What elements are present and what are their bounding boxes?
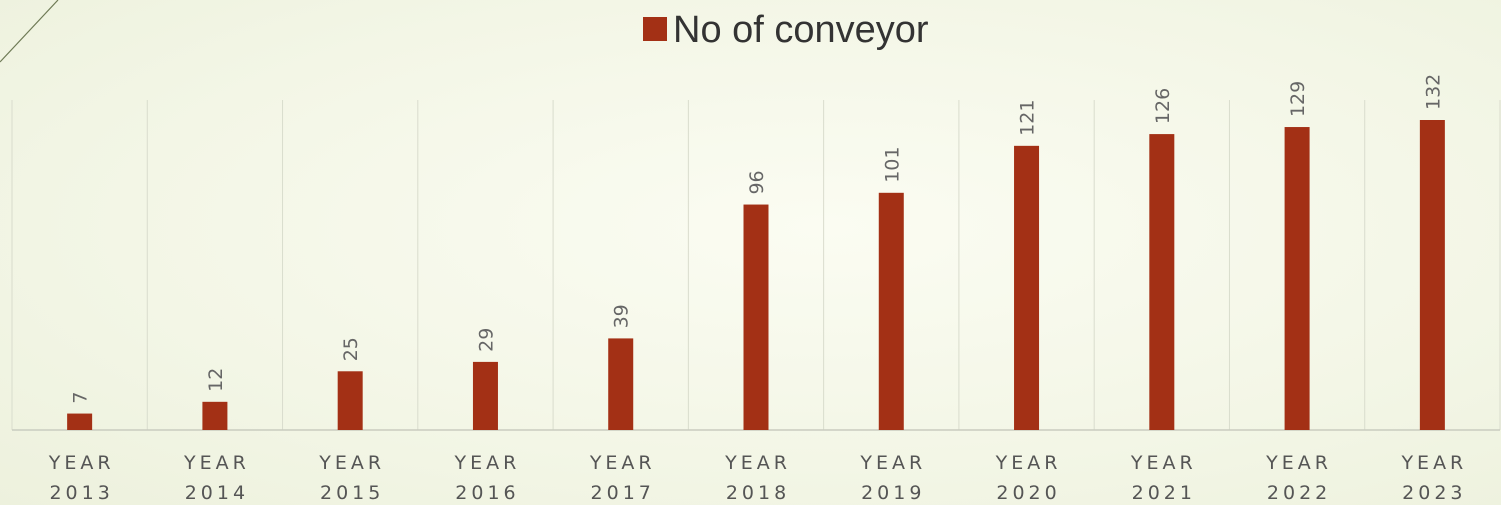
x-tick-label: 2013	[49, 482, 113, 504]
x-tick-label: YEAR	[859, 452, 926, 474]
data-label: 39	[611, 304, 633, 328]
x-tick-label: 2014	[185, 482, 249, 504]
x-axis-tick-labels: YEAR 2013 YEAR 2014 YEAR 2015 YEAR 2016 YEAR 2017…	[48, 452, 1467, 504]
x-tick-label: 2018	[726, 482, 790, 504]
x-tick-label: YEAR	[1400, 452, 1467, 474]
data-label: 132	[1422, 74, 1444, 110]
x-tick-label: 2019	[861, 482, 925, 504]
bar	[608, 338, 634, 430]
bar	[743, 204, 769, 430]
bar	[1419, 120, 1445, 430]
x-tick-label: YEAR	[589, 452, 656, 474]
corner-decoration-line	[0, 0, 59, 63]
x-tick-label: YEAR	[454, 452, 521, 474]
x-tick-label: YEAR	[183, 452, 250, 474]
legend: No of conveyor	[643, 9, 929, 51]
bar	[67, 413, 93, 430]
x-tick-label: 2022	[1267, 482, 1331, 504]
bar	[337, 371, 363, 430]
data-label: 129	[1287, 81, 1309, 117]
bar	[878, 192, 904, 430]
x-tick-label: YEAR	[48, 452, 115, 474]
x-tick-label: YEAR	[1130, 452, 1197, 474]
data-label: 101	[881, 147, 903, 183]
data-label: 12	[205, 368, 227, 392]
x-tick-label: YEAR	[1265, 452, 1332, 474]
bar	[1014, 145, 1040, 431]
x-tick-label: 2021	[1132, 482, 1196, 504]
bar	[472, 361, 498, 430]
data-label: 29	[475, 328, 497, 352]
x-tick-label: 2017	[591, 482, 655, 504]
data-label: 96	[746, 170, 768, 194]
data-labels: 7 12 25 29 39 96 101 121 126 129 132	[70, 74, 1445, 404]
x-tick-label: YEAR	[724, 452, 791, 474]
bar	[1149, 134, 1175, 430]
data-label: 121	[1017, 100, 1039, 136]
x-tick-label: 2016	[455, 482, 519, 504]
x-tick-label: 2015	[320, 482, 384, 504]
data-label: 25	[340, 337, 362, 361]
data-label: 7	[70, 391, 92, 403]
legend-swatch	[643, 17, 667, 41]
gridlines	[11, 100, 1501, 430]
data-label: 126	[1152, 88, 1174, 124]
x-tick-label: YEAR	[318, 452, 385, 474]
x-tick-label: YEAR	[995, 452, 1062, 474]
bars	[67, 120, 1445, 431]
x-tick-label: 2023	[1402, 482, 1466, 504]
x-tick-label: 2020	[996, 482, 1060, 504]
bar	[202, 401, 228, 430]
legend-label: No of conveyor	[673, 9, 929, 51]
bar	[1284, 127, 1310, 430]
